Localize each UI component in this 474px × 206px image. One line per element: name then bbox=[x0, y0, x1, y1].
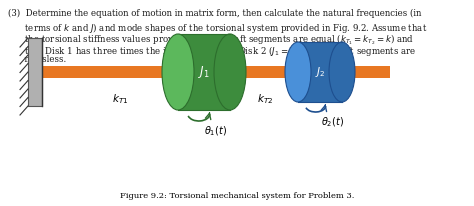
Text: $\theta_2(t)$: $\theta_2(t)$ bbox=[320, 115, 344, 129]
Bar bbox=[28, 38, 42, 106]
Text: the torsional stiffness values provided by the shaft segments are equal ($k_{T_1: the torsional stiffness values provided … bbox=[8, 32, 414, 47]
Ellipse shape bbox=[214, 34, 246, 110]
Ellipse shape bbox=[162, 34, 194, 110]
Text: (3)  Determine the equation of motion in matrix form, then calculate the natural: (3) Determine the equation of motion in … bbox=[8, 9, 421, 18]
Text: $\theta_1(t)$: $\theta_1(t)$ bbox=[204, 124, 227, 138]
Bar bbox=[298, 42, 342, 102]
Text: $k_{T1}$: $k_{T1}$ bbox=[112, 92, 128, 106]
Text: $J_1$: $J_1$ bbox=[198, 64, 210, 80]
Text: terms of $k$ and $J$) and mode shapes of the torsional system provided in Fig. 9: terms of $k$ and $J$) and mode shapes of… bbox=[8, 21, 428, 34]
Bar bbox=[42, 66, 390, 78]
Text: $J_2$: $J_2$ bbox=[315, 65, 325, 79]
Text: Figure 9.2: Torsional mechanical system for Problem 3.: Figure 9.2: Torsional mechanical system … bbox=[120, 192, 354, 200]
Bar bbox=[178, 34, 230, 110]
Ellipse shape bbox=[285, 42, 311, 102]
Text: $k_{T2}$: $k_{T2}$ bbox=[257, 92, 273, 106]
Text: massless.: massless. bbox=[8, 55, 66, 64]
Text: that Disk 1 has three times the inertia as that of Disk 2 ($J_1 = 3J, J_2 = J$).: that Disk 1 has three times the inertia … bbox=[8, 43, 417, 57]
Ellipse shape bbox=[329, 42, 355, 102]
